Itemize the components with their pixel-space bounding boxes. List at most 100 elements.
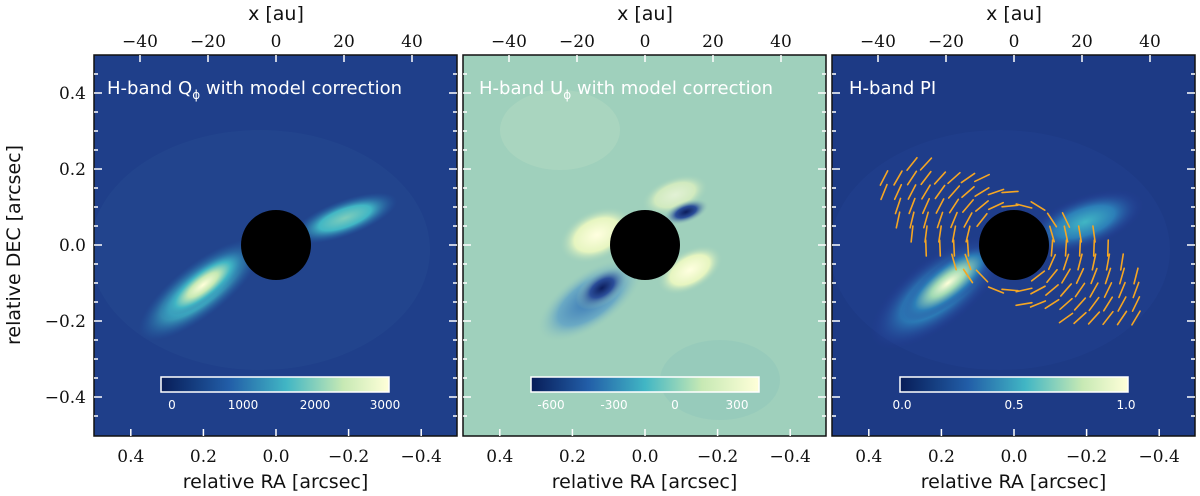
svg-text:H-band PI: H-band PI <box>849 78 936 99</box>
bottom-tick-label: 0.2 <box>190 447 217 467</box>
polarization-vector <box>935 198 945 214</box>
panel-middle-title-suffix: with model correction <box>571 78 773 99</box>
y-axis-label: relative DEC [arcsec] <box>3 145 25 345</box>
panel-middle-title-prefix: H-band U <box>479 78 563 99</box>
polarization-vector <box>1103 281 1113 299</box>
polarization-vector <box>1118 281 1126 299</box>
polarization-vector <box>1015 287 1033 293</box>
panel-left-title-suffix: with model correction <box>200 78 402 99</box>
polarization-vector <box>920 170 932 186</box>
bottom-tick-label: 0.4 <box>855 447 882 467</box>
bottom-tick-label: −0.2 <box>697 447 738 467</box>
panel-left-title-sub: ϕ <box>192 88 200 102</box>
panel-left-mask <box>241 210 311 280</box>
panel-middle-cb-tick: -600 <box>537 398 564 412</box>
polarization-vector <box>921 197 931 215</box>
polarization-vector <box>973 173 991 183</box>
y-tick-label: 0.2 <box>59 160 86 180</box>
polarization-vector <box>950 211 958 229</box>
polarization-vector <box>1059 283 1073 297</box>
polarization-vector <box>1001 204 1019 208</box>
polarization-vector <box>1102 296 1114 312</box>
polarization-vector <box>962 268 974 284</box>
polarization-vector <box>952 239 956 257</box>
polarization-vector <box>1047 253 1057 271</box>
polarization-vector <box>1046 269 1058 283</box>
panel-right-colorbar-ticks: 0.0 0.5 1.0 <box>892 398 1135 412</box>
polarization-vector <box>1077 253 1083 271</box>
polarization-vector <box>1087 311 1101 325</box>
polarization-vector <box>1046 212 1058 228</box>
polarization-vector <box>893 170 903 186</box>
axes: −0.4 −0.2 0.0 0.2 0.4 −40 −20 0 20 40 relative RA … <box>45 3 1195 493</box>
polarization-vector <box>1058 312 1074 324</box>
polarization-vector <box>987 201 1005 211</box>
top-tick-label: −40 <box>491 32 527 52</box>
polarization-vector <box>1064 239 1068 257</box>
y-tick-label: 0.0 <box>59 236 86 256</box>
polarization-vector <box>1104 267 1112 285</box>
polarization-vector <box>1073 311 1087 325</box>
polarization-vector <box>908 197 916 215</box>
polarization-vector <box>1116 310 1128 326</box>
top-tick-label: −20 <box>928 32 964 52</box>
polarization-vector <box>1073 297 1087 311</box>
panel-right-title-prefix: H-band PI <box>849 78 936 99</box>
bottom-tick-label: 0.0 <box>1000 447 1027 467</box>
polarization-vector <box>1059 297 1073 311</box>
polarization-vector <box>1048 225 1056 243</box>
top-tick-label: 0 <box>640 32 651 52</box>
polarization-vector <box>907 184 917 200</box>
x-top-axis-label: x [au] <box>617 3 673 25</box>
polarization-vector <box>894 197 902 215</box>
polarization-vector <box>880 183 888 201</box>
panel-middle-cb-tick: -300 <box>600 398 627 412</box>
polarization-vector <box>895 211 901 229</box>
polarization-vector <box>1119 253 1125 271</box>
polarization-vector <box>1117 296 1127 312</box>
polarization-vector <box>906 156 918 172</box>
panel-right-cb-tick: 0.0 <box>892 398 911 412</box>
x-top-axis-label: x [au] <box>986 3 1042 25</box>
bottom-tick-label: 0.0 <box>631 447 658 467</box>
top-tick-label: −40 <box>122 32 158 52</box>
polarization-vector <box>1105 253 1111 271</box>
polarization-vector <box>1089 282 1099 298</box>
panel-middle-mask <box>610 210 680 280</box>
panel-right-polarization-vectors <box>879 156 1141 326</box>
polarization-vector <box>1001 190 1019 194</box>
polarization-vector <box>906 170 918 186</box>
polarization-vector <box>934 184 946 200</box>
panel-left-colorbar <box>160 376 390 393</box>
polarization-vector <box>910 225 914 243</box>
x-axis-label: relative RA [arcsec] <box>552 471 738 493</box>
panel-right-colorbar <box>899 376 1129 393</box>
polarization-vector <box>1045 284 1059 296</box>
polarization-vector <box>1030 285 1046 295</box>
polarization-vector <box>1075 267 1085 285</box>
panel-left-cb-tick: 2000 <box>300 398 331 412</box>
polarization-vector <box>1001 288 1019 292</box>
polarization-vector <box>1063 225 1069 243</box>
top-tick-label: 20 <box>333 32 355 52</box>
x-axis-label: relative RA [arcsec] <box>183 471 369 493</box>
polarization-vector <box>966 239 970 257</box>
panel-right-cb-tick: 0.5 <box>1004 398 1023 412</box>
bottom-tick-label: 0.4 <box>486 447 513 467</box>
polarization-vector <box>951 225 957 243</box>
polarization-vector <box>964 253 972 271</box>
polarization-vector <box>974 187 990 197</box>
panel-middle-title: H-band Uϕ with model correction <box>479 78 773 102</box>
polarization-vector <box>1088 296 1100 312</box>
polarization-vector <box>936 211 944 229</box>
polarization-vector <box>1044 298 1060 310</box>
panel-middle-colorbar-ticks: -600 -300 0 300 <box>537 398 748 412</box>
panel-left-colorbar-ticks: 0 1000 2000 3000 <box>168 398 400 412</box>
polarization-vector <box>975 200 989 212</box>
polarization-vector <box>947 171 961 185</box>
panel-middle-cb-tick: 300 <box>726 398 749 412</box>
y-tick-label: −0.4 <box>45 388 86 408</box>
polarization-vector <box>1077 225 1083 243</box>
bottom-tick-label: −0.4 <box>401 447 442 467</box>
